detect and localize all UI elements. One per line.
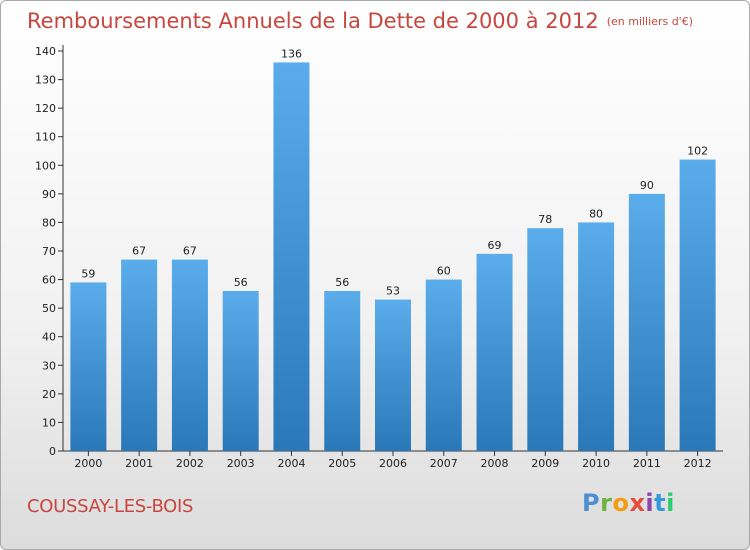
bar-2007 xyxy=(425,279,462,451)
y-tick-label: 20 xyxy=(42,388,56,401)
x-tick-label: 2008 xyxy=(481,457,509,470)
data-label-2001: 67 xyxy=(132,245,146,258)
y-tick-label: 120 xyxy=(35,102,56,115)
x-tick-label: 2002 xyxy=(176,457,204,470)
chart-title: Remboursements Annuels de la Dette de 20… xyxy=(27,9,693,33)
y-tick-label: 140 xyxy=(35,45,56,58)
data-label-2012: 102 xyxy=(687,145,708,158)
x-tick-label: 2001 xyxy=(125,457,153,470)
y-tick-label: 70 xyxy=(42,245,56,258)
x-tick-label: 2005 xyxy=(328,457,356,470)
data-label-2004: 136 xyxy=(281,47,302,60)
y-tick-label: 60 xyxy=(42,274,56,287)
data-label-2011: 90 xyxy=(640,179,654,192)
y-tick-label: 50 xyxy=(42,302,56,315)
y-tick-label: 130 xyxy=(35,74,56,87)
bar-2006 xyxy=(375,299,411,451)
y-tick-label: 0 xyxy=(49,445,56,458)
x-axis: 2000 2001 2002 2003 2004 2005 2006 2007 2008 2009… xyxy=(63,450,723,470)
chart-title-text: Remboursements Annuels de la Dette de 20… xyxy=(27,9,599,33)
proxiti-logo: Proxiti xyxy=(582,489,675,517)
data-label-2010: 80 xyxy=(589,207,603,220)
y-tick-label: 10 xyxy=(42,416,56,429)
y-tick-label: 40 xyxy=(42,331,56,344)
bar-2003 xyxy=(222,291,259,451)
x-tick-label: 2011 xyxy=(633,457,661,470)
data-label-2006: 53 xyxy=(386,285,400,298)
data-label-2008: 69 xyxy=(488,239,502,252)
y-tick-label: 80 xyxy=(42,216,56,229)
y-tick-label: 90 xyxy=(42,188,56,201)
bar-2011 xyxy=(628,193,665,451)
bar-2005 xyxy=(324,291,361,451)
data-label-2002: 67 xyxy=(183,245,197,258)
x-tick-label: 2006 xyxy=(379,457,407,470)
data-label-2009: 78 xyxy=(538,213,552,226)
bar-2009 xyxy=(527,228,564,451)
y-axis: 0 10 20 30 40 50 60 70 80 90 100 110 120 130 140 xyxy=(35,45,64,458)
y-tick-label: 100 xyxy=(35,159,56,172)
x-tick-label: 2010 xyxy=(582,457,610,470)
y-tick-label: 110 xyxy=(35,131,56,144)
bar-2001 xyxy=(121,259,158,451)
data-label-2000: 59 xyxy=(81,267,95,280)
x-tick-label: 2009 xyxy=(531,457,559,470)
bar-2000 xyxy=(70,282,107,451)
place-name: COUSSAY-LES-BOIS xyxy=(27,496,194,517)
data-label-2005: 56 xyxy=(335,276,349,289)
chart-subtitle: (en milliers d'€) xyxy=(606,15,693,28)
bar-2008 xyxy=(476,253,513,451)
bar-2002 xyxy=(171,259,208,451)
x-tick-label: 2003 xyxy=(227,457,255,470)
data-label-2007: 60 xyxy=(437,265,451,278)
x-tick-label: 2004 xyxy=(277,457,305,470)
x-tick-label: 2007 xyxy=(430,457,458,470)
bar-2012 xyxy=(679,159,716,452)
x-tick-label: 2000 xyxy=(74,457,102,470)
bar-2004 xyxy=(273,62,310,452)
data-label-2003: 56 xyxy=(234,276,248,289)
y-tick-label: 30 xyxy=(42,359,56,372)
bar-series xyxy=(70,62,716,452)
bar-2010 xyxy=(578,222,615,451)
x-tick-label: 2012 xyxy=(684,457,712,470)
data-labels: 59 67 67 56 136 56 53 60 69 78 80 90 102 xyxy=(81,47,708,297)
